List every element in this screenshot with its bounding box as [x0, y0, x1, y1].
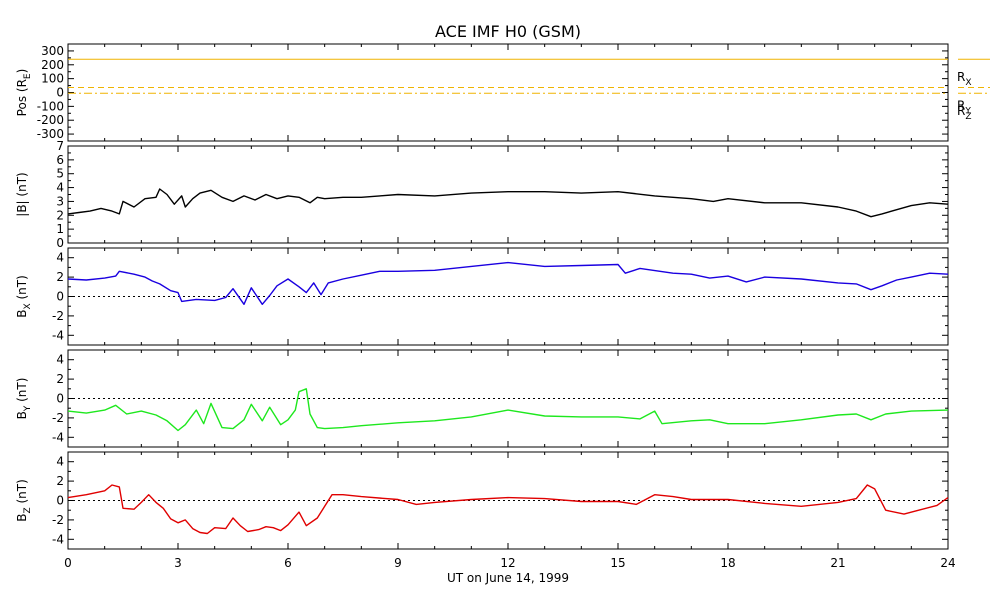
x-tick-label: 18 — [720, 556, 735, 570]
series-by-line — [67, 388, 949, 432]
panel-bx-y-label: BX (nT) — [15, 275, 33, 318]
y-tick-label: 0 — [56, 494, 64, 508]
legend-label: RZ — [957, 104, 972, 122]
y-tick-label: 3 — [56, 194, 64, 208]
x-tick-label: 3 — [174, 556, 182, 570]
y-tick-label: 2 — [56, 270, 64, 284]
y-tick-label: 4 — [56, 455, 64, 469]
panel-pos-y-label: Pos (RE) — [15, 69, 33, 117]
series-bx-line — [67, 261, 949, 305]
panel-by: -4 -2 0 2 4 BY (nT) — [15, 349, 949, 448]
y-tick-label: -2 — [52, 411, 64, 425]
legend-item-ry: RY — [957, 87, 990, 117]
series-bz-line — [67, 484, 949, 535]
y-tick-label: 2 — [56, 208, 64, 222]
y-tick-label: 0 — [56, 86, 64, 100]
y-tick-label: 4 — [56, 353, 64, 367]
x-tick-label: 9 — [394, 556, 402, 570]
y-tick-label: -4 — [52, 532, 64, 546]
y-tick-label: 0 — [56, 236, 64, 250]
y-tick-label: -4 — [52, 328, 64, 342]
y-tick-label: 2 — [56, 474, 64, 488]
y-tick-label: 2 — [56, 372, 64, 386]
y-tick-label: -4 — [52, 430, 64, 444]
y-tick-label: 1 — [56, 222, 64, 236]
x-tick-label: 0 — [64, 556, 72, 570]
chart-title: ACE IMF H0 (GSM) — [435, 22, 581, 41]
y-tick-label: -2 — [52, 513, 64, 527]
y-tick-label: 6 — [56, 153, 64, 167]
y-tick-label: 300 — [41, 44, 64, 58]
y-tick-label: 0 — [56, 392, 64, 406]
panel-by-y-label: BY (nT) — [15, 378, 33, 420]
y-tick-label: -2 — [52, 309, 64, 323]
y-tick-label: -100 — [37, 99, 64, 113]
series-b-line — [67, 188, 949, 218]
y-tick-label: 100 — [41, 72, 64, 86]
y-tick-label: 4 — [56, 251, 64, 265]
x-tick-label: 12 — [500, 556, 515, 570]
legend-item-rz: RZ — [957, 92, 990, 122]
y-tick-label: 4 — [56, 181, 64, 195]
panel-b-y-label: |B| (nT) — [15, 172, 29, 216]
panel-bx: -4 -2 0 2 4 BX (nT) — [15, 247, 949, 346]
legend-label: RX — [957, 70, 972, 88]
y-tick-label: 0 — [56, 290, 64, 304]
x-tick-label: 21 — [830, 556, 845, 570]
panel-bz-y-label: BZ (nT) — [15, 479, 33, 522]
y-tick-label: 5 — [56, 167, 64, 181]
x-axis-label: UT on June 14, 1999 — [447, 571, 569, 585]
x-tick-label: 15 — [610, 556, 625, 570]
y-tick-label: -200 — [37, 113, 64, 127]
x-tick-label: 24 — [940, 556, 955, 570]
panel-pos-frame — [67, 43, 949, 142]
legend-item-rx: RX — [957, 58, 990, 88]
panel-b-frame — [67, 145, 949, 244]
x-tick-label: 6 — [284, 556, 292, 570]
y-tick-label: -300 — [37, 127, 64, 141]
y-tick-label: 200 — [41, 58, 64, 72]
legend-label: RY — [957, 99, 971, 117]
panel-bz: -4 -2 0 2 4 BZ (nT) — [15, 451, 949, 550]
y-tick-label: 7 — [56, 139, 64, 153]
